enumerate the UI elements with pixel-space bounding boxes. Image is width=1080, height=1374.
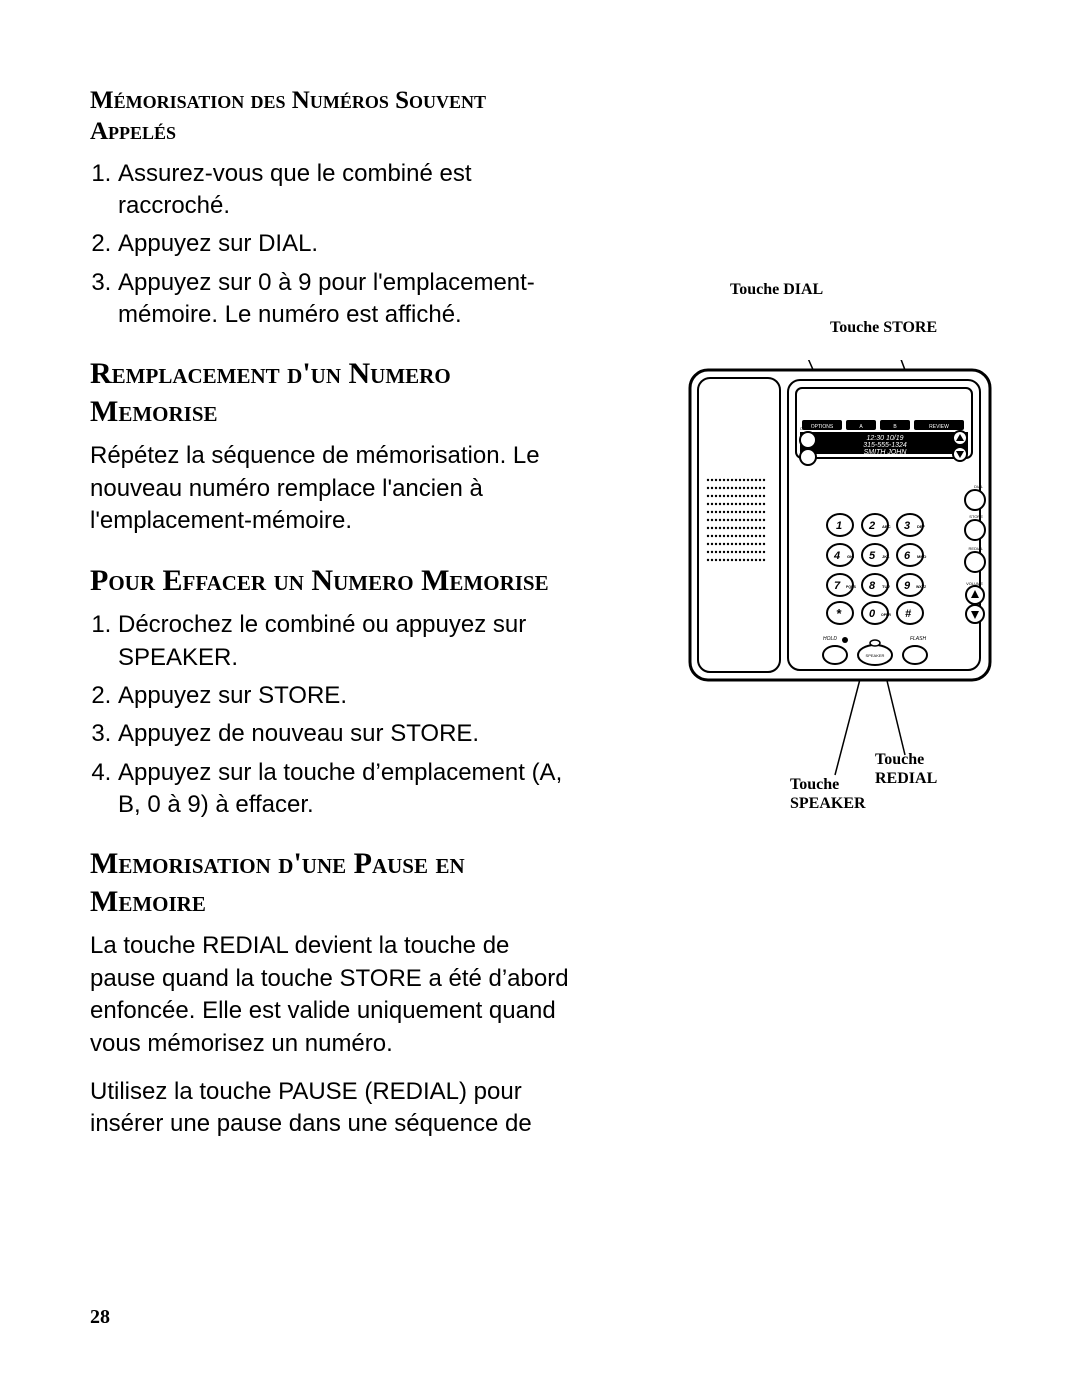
step-item: Appuyez sur STORE. [118,680,570,712]
body-text: Utilisez la touche PAUSE (REDIAL) pour i… [90,1076,570,1141]
svg-text:5: 5 [869,550,876,562]
delete-label: DELETE [800,426,816,431]
svg-text:JKL: JKL [882,554,890,559]
figure-label-speaker: Touche SPEAKER [790,775,880,813]
manual-page: Mémorisation des Numéros Souvent Appelés… [0,0,1080,1374]
redial-label: REDIAL [969,546,984,551]
svg-text:1: 1 [836,520,842,532]
phone-illustration: [] [660,360,1000,780]
svg-text:MNO: MNO [917,554,926,559]
figure-label-dial: Touche DIAL [730,280,823,299]
svg-text:PQRS: PQRS [846,585,857,589]
speaker-btn-label: SPEAKER [866,653,885,658]
display-line1: 12:30 10/19 [867,435,904,442]
svg-text:2: 2 [868,520,875,532]
svg-text:7: 7 [834,580,841,592]
step-item: Appuyez sur DIAL. [118,228,570,260]
section-heading-memorisation: Mémorisation des Numéros Souvent Appelés [90,85,570,148]
svg-text:ABC: ABC [882,524,891,529]
section-heading-pause: Memorisation d'une Pause en Memoire [90,845,570,920]
dial-label: DIAL [974,484,984,489]
section-heading-remplacement: Remplacement d'un Numero Memorise [90,355,570,430]
hold-label: HOLD [823,636,837,642]
svg-text:3: 3 [904,520,910,532]
section-heading-effacer: Pour Effacer un Numero Memorise [90,562,570,600]
store-label: STORE [969,514,983,519]
body-text: Répétez la séquence de mémorisation. Le … [90,440,570,537]
svg-text:0: 0 [869,608,876,620]
body-text: La touche REDIAL devient la touche de pa… [90,930,570,1060]
svg-text:WXYZ: WXYZ [916,585,927,589]
step-item: Assurez-vous que le combiné est raccroch… [118,158,570,223]
svg-text:OPER: OPER [881,613,891,617]
step-item: Appuyez sur la touche d’emplacement (A, … [118,757,570,822]
display-line2: 315-555-1324 [863,442,907,449]
text-column: Mémorisation des Numéros Souvent Appelés… [90,85,570,1141]
svg-text:9: 9 [904,580,911,592]
step-item: Appuyez de nouveau sur STORE. [118,718,570,750]
svg-text:DEF: DEF [917,524,926,529]
figure-label-store: Touche STORE [830,318,937,337]
svg-text:TUV: TUV [882,584,890,589]
step-item: Décrochez le combiné ou appuyez sur SPEA… [118,609,570,674]
svg-text:8: 8 [869,580,876,592]
review-label: REVIEW [929,424,949,430]
steps-list-1: Assurez-vous que le combiné est raccroch… [90,158,570,332]
svg-text:6: 6 [904,550,911,562]
display-line3: SMITH JOHN [864,449,908,456]
flash-label: FLASH [910,636,927,642]
svg-text:GHI: GHI [847,554,854,559]
steps-list-2: Décrochez le combiné ou appuyez sur SPEA… [90,609,570,821]
svg-text:4: 4 [833,550,840,562]
step-item: Appuyez sur 0 à 9 pour l'emplacement-mém… [118,267,570,332]
svg-text:#: # [905,608,912,620]
phone-figure: Touche DIAL Touche STORE Touche REDIAL T… [640,280,1000,840]
page-number: 28 [90,1306,110,1329]
